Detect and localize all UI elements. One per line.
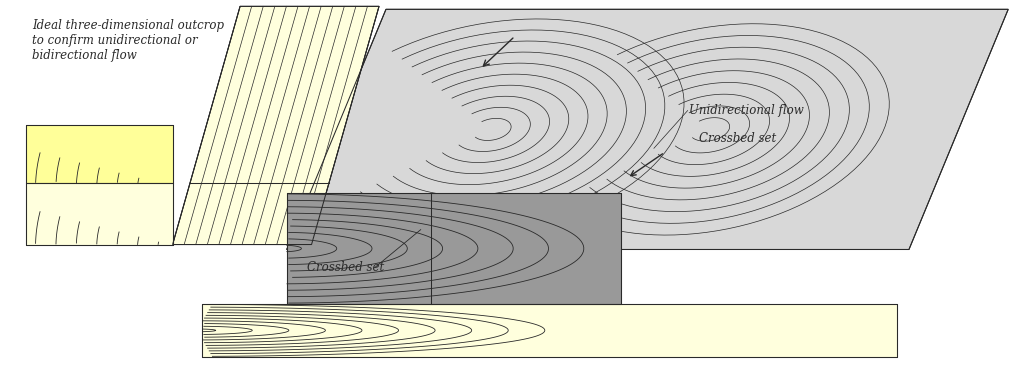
Polygon shape xyxy=(203,304,897,357)
Text: Crossbed set: Crossbed set xyxy=(698,132,776,145)
Polygon shape xyxy=(26,126,173,183)
Polygon shape xyxy=(287,193,622,304)
Polygon shape xyxy=(287,9,1009,250)
Polygon shape xyxy=(26,183,173,244)
Polygon shape xyxy=(173,6,379,244)
Text: Crossbed set: Crossbed set xyxy=(306,261,384,274)
Text: Ideal three-dimensional outcrop
to confirm unidirectional or
bidirectional flow: Ideal three-dimensional outcrop to confi… xyxy=(32,19,223,62)
Text: Unidirectional flow: Unidirectional flow xyxy=(689,104,804,117)
